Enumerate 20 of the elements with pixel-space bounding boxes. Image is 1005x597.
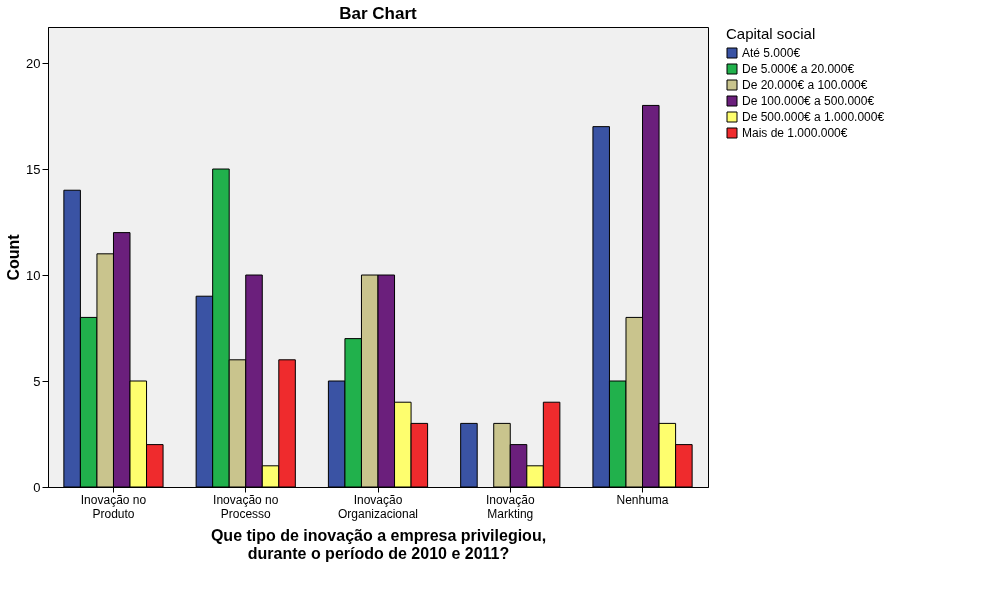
x-tick-label: Inovação no Processo — [213, 492, 279, 521]
x-tick-label: Inovação no Produto — [80, 492, 147, 521]
y-tick-label: 15 — [26, 161, 41, 177]
x-axis-title: Que tipo de inovação a empresa privilegiou, durante o período de 2010 e 2011? — [210, 526, 547, 562]
y-tick-label: 10 — [26, 267, 41, 283]
y-axis-title: Count — [5, 233, 23, 281]
legend-label: De 500.000€ a 1.000.000€ — [742, 110, 885, 124]
y-tick-label: 20 — [26, 55, 41, 71]
x-tick-label: Inovação Markting — [485, 492, 535, 521]
legend-label: Até 5.000€ — [742, 46, 801, 60]
legend-label: De 100.000€ a 500.000€ — [742, 94, 875, 108]
chart-title: Bar Chart — [339, 4, 418, 23]
legend-title: Capital social — [726, 25, 816, 42]
legend-label: Mais de 1.000.000€ — [742, 126, 848, 140]
x-tick-label: Inovação Organizacional — [337, 492, 419, 521]
y-tick-label: 0 — [33, 479, 41, 495]
legend-label: De 5.000€ a 20.000€ — [742, 62, 855, 76]
x-tick-label: Nenhuma — [616, 492, 669, 507]
legend-label: De 20.000€ a 100.000€ — [742, 78, 868, 92]
y-tick-label: 5 — [33, 373, 41, 389]
